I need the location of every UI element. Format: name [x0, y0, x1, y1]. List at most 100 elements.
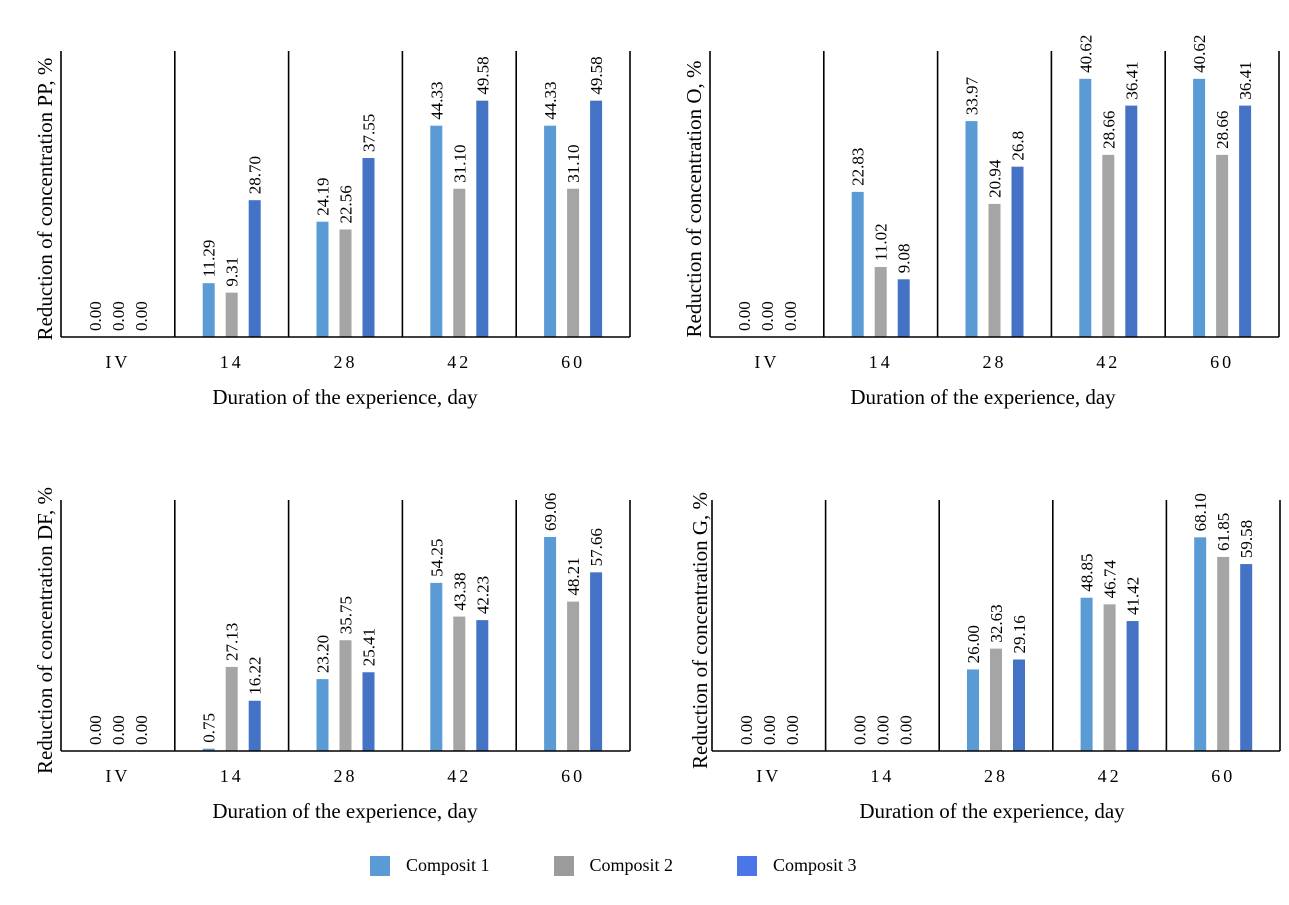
- data-label: 22.56: [337, 185, 356, 223]
- bar: [897, 279, 910, 337]
- legend-swatch: [737, 855, 758, 876]
- data-label: 48.21: [564, 557, 583, 595]
- bar: [851, 191, 864, 337]
- data-label: 43.38: [450, 572, 469, 610]
- data-label: 11.02: [872, 223, 891, 261]
- x-tick-label: 60: [561, 766, 585, 786]
- data-label: 26.8: [1009, 131, 1028, 161]
- data-label: 57.66: [587, 528, 606, 566]
- data-label: 69.06: [541, 493, 560, 531]
- data-label: 28.70: [246, 156, 265, 194]
- bar: [248, 200, 261, 337]
- data-label: 48.85: [1078, 553, 1097, 591]
- x-tick-label: 28: [983, 352, 1007, 372]
- legend-label: Composit 1: [406, 855, 490, 875]
- bar: [590, 572, 603, 751]
- data-label: 35.75: [337, 596, 356, 634]
- x-tick-label: 60: [1211, 766, 1235, 786]
- bar: [1239, 105, 1252, 337]
- x-tick-label: IV: [105, 766, 130, 786]
- data-label: 0.00: [760, 715, 779, 745]
- bar: [1013, 659, 1025, 751]
- data-label: 29.16: [1010, 615, 1029, 653]
- bar: [1217, 556, 1230, 751]
- bar: [1125, 105, 1138, 337]
- bar: [430, 125, 443, 337]
- bar: [248, 700, 261, 751]
- bar: [1011, 166, 1024, 337]
- x-tick-label: 42: [447, 352, 471, 372]
- data-label: 16.22: [246, 656, 265, 694]
- data-label: 0.75: [200, 713, 219, 743]
- bar: [225, 292, 238, 337]
- legend-label: Composit 2: [589, 855, 674, 875]
- bar: [567, 601, 580, 751]
- bar: [1216, 154, 1229, 337]
- data-label: 0.00: [783, 715, 802, 745]
- bar: [1193, 78, 1206, 337]
- x-tick-label: 42: [1096, 352, 1120, 372]
- bar: [453, 188, 466, 337]
- legend-swatch: [553, 855, 574, 876]
- data-label: 31.10: [564, 145, 583, 183]
- bar: [476, 100, 489, 337]
- data-label: 28.66: [1099, 111, 1118, 149]
- data-label: 40.62: [1190, 35, 1209, 73]
- data-label: 0.00: [109, 715, 128, 745]
- x-tick-label: 14: [220, 352, 244, 372]
- data-label: 0.00: [132, 301, 151, 331]
- bar: [874, 266, 887, 337]
- bar: [1126, 621, 1139, 751]
- data-label: 23.20: [314, 635, 333, 673]
- x-axis-title: Duration of the experience, day: [850, 385, 1116, 409]
- bar: [202, 283, 215, 337]
- data-label: 0.00: [132, 715, 151, 745]
- legend: Composit 1 Composit 2 Composit 3: [370, 855, 921, 876]
- data-label: 33.97: [963, 76, 982, 115]
- data-label: 0.00: [873, 715, 892, 745]
- bar: [590, 100, 603, 337]
- x-axis-title: Duration of the experience, day: [859, 799, 1125, 823]
- bar: [339, 640, 352, 751]
- bar: [1079, 78, 1092, 337]
- data-label: 49.58: [473, 56, 492, 94]
- legend-item-composit-1: Composit 1: [370, 855, 490, 876]
- data-label: 9.31: [223, 257, 242, 287]
- x-tick-label: 14: [869, 352, 893, 372]
- data-label: 46.74: [1101, 560, 1120, 599]
- bar: [990, 648, 1002, 751]
- x-tick-label: 60: [561, 352, 585, 372]
- bar: [339, 229, 352, 337]
- bar: [1194, 537, 1207, 751]
- bar: [202, 748, 215, 751]
- x-tick-label: IV: [105, 352, 130, 372]
- data-label: 32.63: [987, 604, 1006, 642]
- data-label: 40.62: [1076, 35, 1095, 73]
- x-tick-label: 14: [220, 766, 244, 786]
- bar: [965, 121, 978, 337]
- data-label: 54.25: [427, 539, 446, 577]
- x-axis-title: Duration of the experience, day: [212, 799, 478, 823]
- data-label: 42.23: [473, 576, 492, 614]
- x-tick-label: 28: [984, 766, 1008, 786]
- bar: [225, 666, 238, 751]
- bar: [362, 158, 375, 337]
- data-label: 0.00: [109, 301, 128, 331]
- bar: [1240, 564, 1253, 751]
- data-label: 0.00: [781, 301, 800, 331]
- data-label: 31.10: [450, 145, 469, 183]
- data-label: 68.10: [1191, 493, 1210, 531]
- y-axis-title: Reduction of concentration O, %: [682, 61, 706, 338]
- bar: [1080, 597, 1093, 751]
- data-label: 0.00: [735, 301, 754, 331]
- x-tick-label: 28: [334, 352, 358, 372]
- data-label: 37.55: [360, 114, 379, 152]
- data-label: 24.19: [314, 177, 333, 215]
- x-axis-title: Duration of the experience, day: [212, 385, 478, 409]
- data-label: 20.94: [986, 159, 1005, 198]
- data-label: 11.29: [200, 240, 219, 278]
- bar: [476, 620, 489, 751]
- bar: [567, 188, 580, 337]
